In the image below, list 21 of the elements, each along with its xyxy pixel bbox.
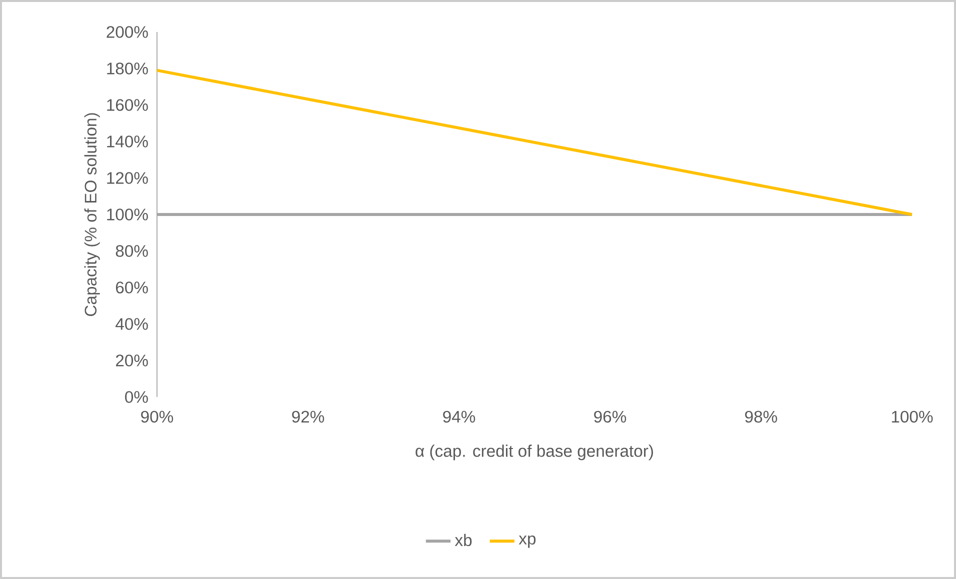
y-tick-label: 160% (107, 99, 148, 111)
x-axis-title: α (cap. credit of base generator) (416, 444, 653, 460)
y-tick-label: 100% (107, 208, 148, 220)
legend-label: xp (518, 535, 536, 548)
y-tick-label: 200% (106, 26, 148, 38)
x-tick-label: 96% (594, 410, 626, 423)
legend-label: xb (454, 534, 472, 546)
y-tick-label: 40% (116, 318, 148, 330)
x-tick-label: 94% (443, 410, 476, 423)
y-tick-label: 60% (116, 282, 148, 294)
y-tick-label: 0% (125, 391, 148, 403)
y-axis-title: Capacity (% of EO solution) (84, 113, 100, 316)
x-tick-label: 90% (141, 410, 174, 423)
y-tick-label: 120% (107, 172, 148, 184)
x-tick-label: 92% (292, 410, 324, 423)
y-tick-label: 80% (116, 245, 148, 257)
y-tick-label: 20% (116, 354, 148, 366)
y-tick-label: 180% (107, 62, 148, 74)
x-tick-label: 98% (745, 410, 778, 423)
x-tick-label: 100% (892, 410, 933, 423)
y-tick-label: 140% (107, 136, 148, 148)
